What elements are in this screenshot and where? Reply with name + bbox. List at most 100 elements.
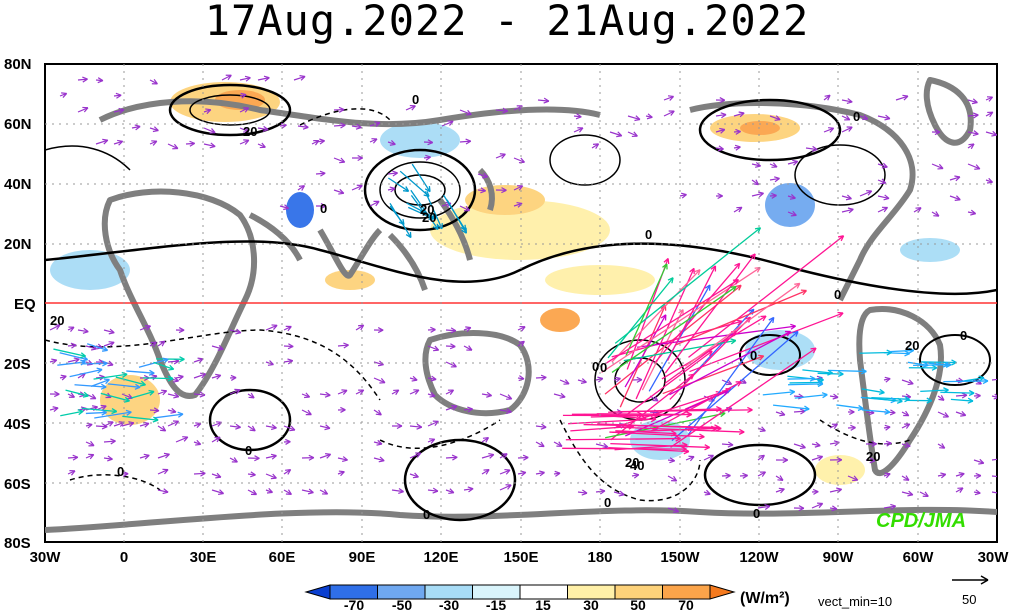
flux-vector xyxy=(883,424,891,431)
flux-vector xyxy=(477,172,489,179)
flux-vector xyxy=(211,373,222,380)
flux-vector xyxy=(113,139,124,146)
flux-vector xyxy=(143,375,174,382)
flux-vector xyxy=(631,472,640,479)
flux-vector xyxy=(895,94,909,101)
flux-vector xyxy=(77,106,89,113)
flux-vector xyxy=(113,92,122,99)
flux-vector xyxy=(283,489,292,496)
flux-vector xyxy=(495,187,507,194)
flux-vector xyxy=(861,388,885,395)
flux-vector xyxy=(499,453,508,459)
flux-vector xyxy=(937,472,947,479)
flux-vector xyxy=(811,455,824,461)
contour-label: 20 xyxy=(50,313,64,328)
colorbar-tick-label: -30 xyxy=(439,597,459,612)
flux-vector xyxy=(67,454,79,461)
flux-vector xyxy=(559,379,570,385)
flux-vector xyxy=(739,472,748,479)
flux-vector xyxy=(811,488,819,495)
flux-vector xyxy=(788,380,824,388)
flux-vector xyxy=(409,472,419,479)
flux-vector xyxy=(103,455,113,462)
flux-vector xyxy=(631,376,643,383)
flux-vector xyxy=(535,441,545,448)
flux-vector xyxy=(553,392,566,399)
flux-vector xyxy=(973,489,981,496)
flux-vector xyxy=(53,348,87,359)
flux-vector xyxy=(967,130,979,137)
longitude-labels: 30W 0 30E 60E 90E 120E 150E 180 150W 120… xyxy=(30,549,1010,566)
flux-vector xyxy=(337,470,345,477)
flux-vector xyxy=(973,392,981,399)
flux-vector xyxy=(49,391,60,398)
flux-vector xyxy=(149,78,158,85)
flux-vector xyxy=(283,343,294,350)
flux-vector xyxy=(535,423,547,430)
flux-vector xyxy=(337,406,346,413)
flux-vector xyxy=(423,154,431,161)
flux-vector xyxy=(772,404,810,412)
flux-vector xyxy=(193,439,202,446)
flux-vector xyxy=(445,488,455,495)
flux-vector xyxy=(715,112,727,119)
colorbar-tick-label: -70 xyxy=(344,597,364,612)
flux-vector xyxy=(787,159,799,166)
flux-vector xyxy=(301,392,311,399)
flux-vector xyxy=(60,409,84,417)
flux-vector xyxy=(441,120,454,127)
flux-vector xyxy=(769,115,781,121)
flux-vector xyxy=(67,392,75,398)
contour-label: 40 xyxy=(630,458,644,473)
flux-vector xyxy=(153,411,184,419)
flux-vector xyxy=(865,457,876,464)
contour-label: 0 xyxy=(423,507,430,522)
flux-vector xyxy=(841,126,853,133)
flux-vector xyxy=(247,471,256,478)
flux-vector xyxy=(883,440,892,447)
flux-vector xyxy=(513,185,524,191)
flux-vector xyxy=(351,123,362,130)
flux-vector xyxy=(627,115,641,122)
flux-vector xyxy=(445,454,458,461)
flux-vector xyxy=(167,143,179,150)
flux-vector xyxy=(991,475,997,478)
flux-vector xyxy=(985,96,994,102)
flux-vector xyxy=(841,207,854,214)
flux-vector xyxy=(794,392,828,399)
flux-vector xyxy=(991,458,997,461)
flux-vector xyxy=(949,175,961,182)
lat-label: 20N xyxy=(4,236,32,253)
flux-vector xyxy=(49,324,61,331)
flux-vector xyxy=(157,340,166,347)
flux-vector xyxy=(571,411,643,418)
flux-vector xyxy=(775,410,786,417)
flux-vector xyxy=(265,424,277,431)
flux-vector xyxy=(762,389,796,396)
flux-vector xyxy=(609,131,623,138)
flux-vector xyxy=(715,192,723,200)
flux-vector xyxy=(517,340,525,347)
flux-vector xyxy=(985,177,994,184)
flux-vector xyxy=(149,341,157,348)
lon-label: 180 xyxy=(587,549,612,566)
flux-vector xyxy=(100,392,130,403)
lat-label: 60N xyxy=(4,116,32,133)
flux-vector xyxy=(427,326,436,333)
flux-vector xyxy=(775,487,785,494)
flux-vector xyxy=(667,457,676,464)
flux-vector xyxy=(427,438,436,444)
flux-vector xyxy=(991,377,997,381)
flux-vector xyxy=(211,345,224,351)
flux-vector xyxy=(369,200,380,207)
flux-vector xyxy=(793,505,805,512)
contour-label: 0 xyxy=(117,464,124,479)
flux-vector xyxy=(661,315,767,380)
contour-label: 0 xyxy=(245,443,252,458)
flux-vector xyxy=(229,328,242,335)
flux-vector xyxy=(828,368,867,375)
flux-vector xyxy=(733,144,741,151)
lat-label: 40S xyxy=(4,416,31,433)
flux-vector xyxy=(319,424,331,431)
lat-label: 80N xyxy=(4,56,32,73)
